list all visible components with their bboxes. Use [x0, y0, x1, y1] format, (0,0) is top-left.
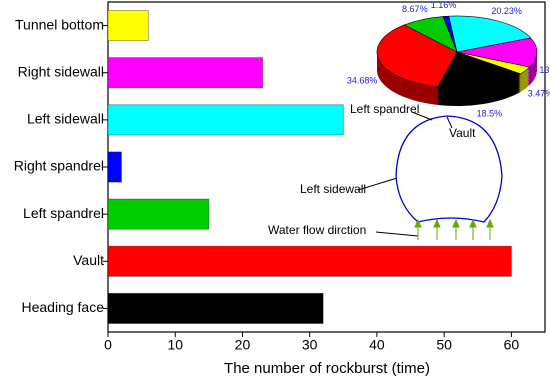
x-tick-label: 0: [104, 337, 112, 353]
y-tick-label: Vault: [73, 252, 104, 268]
bar: [107, 198, 210, 230]
pie-label: 34.68%: [347, 75, 378, 85]
annotation: Water flow dirction: [268, 223, 366, 237]
y-tick-label: Right spandrel: [14, 158, 104, 174]
pie-label: 18.5%: [477, 109, 503, 119]
y-tick-label: Tunnel bottom: [15, 16, 104, 32]
x-tick-label: 50: [436, 337, 452, 353]
bar: [107, 104, 344, 136]
pie-slice: [437, 51, 522, 89]
pie-slice: [376, 24, 458, 88]
annotation: Vault: [449, 126, 476, 140]
pointer: [446, 116, 453, 129]
tunnel-outline: [395, 115, 503, 223]
bar: [107, 292, 324, 324]
pointer: [357, 177, 398, 191]
pointer: [411, 111, 433, 121]
pie-slice: [448, 15, 532, 53]
bar: [107, 151, 122, 183]
flow-arrows: [414, 218, 494, 240]
pie-label: 8.67%: [402, 4, 428, 14]
pie-label: 20.23%: [491, 6, 522, 16]
pie-label: 13.29%: [539, 65, 550, 75]
pie-label: 1.16%: [431, 0, 457, 10]
pointer: [375, 231, 419, 237]
y-tick-label: Right sidewall: [18, 63, 104, 79]
y-tick-label: Left spandrel: [23, 205, 104, 221]
x-axis-label: The number of rockburst (time): [224, 360, 430, 377]
x-tick-label: 20: [235, 337, 251, 353]
bar: [107, 57, 264, 89]
annotation: Left spandrel: [350, 102, 419, 116]
annotation: Left sidewall: [300, 182, 366, 196]
bar: [107, 10, 149, 42]
tunnel-diagram: Left spandrel Vault Left sidewall Water …: [268, 102, 503, 240]
pie-label: 3.47%: [528, 89, 550, 99]
x-tick-label: 60: [504, 337, 520, 353]
x-tick-label: 40: [369, 337, 385, 353]
x-tick-label: 30: [302, 337, 318, 353]
pie-slice: [456, 37, 538, 68]
y-tick-label: Heading face: [21, 299, 104, 315]
pie-slice: [403, 16, 458, 53]
x-tick-label: 10: [167, 337, 183, 353]
y-tick-label: Left sidewall: [27, 111, 104, 127]
bar: [107, 245, 512, 277]
